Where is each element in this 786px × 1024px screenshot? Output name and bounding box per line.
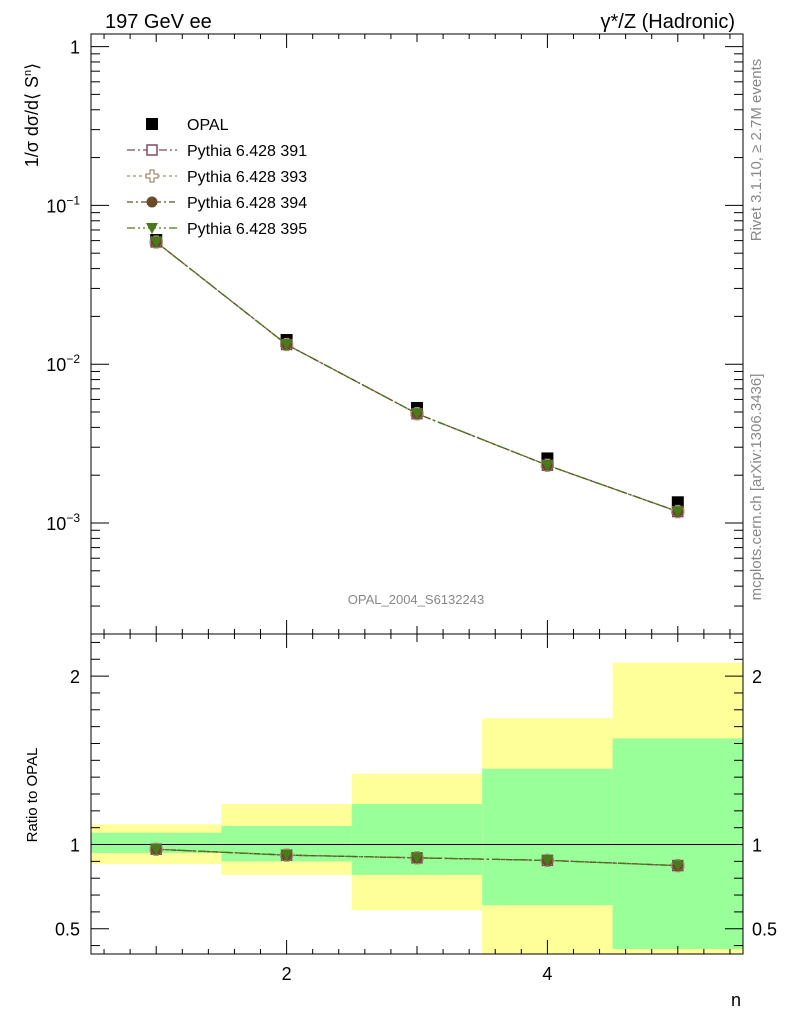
y-tick-label: 10−2 xyxy=(46,352,80,375)
legend-opal-marker xyxy=(146,118,158,130)
mc-series-line-2 xyxy=(155,241,679,513)
ratio-y-tick-label-right: 1 xyxy=(752,836,762,856)
ratio-y-tick-label-right: 2 xyxy=(752,667,762,687)
ratio-series-4-point xyxy=(411,852,423,864)
analysis-watermark: OPAL_2004_S6132243 xyxy=(348,592,484,607)
rivet-label: Rivet 3.1.10, ≥ 2.7M events xyxy=(748,59,765,242)
mc-series-line-3 xyxy=(155,241,679,513)
uncertainty-band-green-4 xyxy=(482,768,613,906)
ratio-plot-area: 2 4 0.5 0.5 1 1 2 2 xyxy=(55,633,777,984)
legend-opal-label: OPAL xyxy=(187,117,229,134)
x-tick-label: 4 xyxy=(542,964,552,984)
legend-label-3: Pythia 6.428 394 xyxy=(187,195,307,212)
mc-series-line-1 xyxy=(155,241,679,513)
ratio-y-tick-label: 1 xyxy=(70,836,80,856)
ratio-y-tick-label: 0.5 xyxy=(55,920,80,940)
ratio-y-tick-label: 2 xyxy=(70,667,80,687)
legend-marker-2 xyxy=(145,169,159,183)
top-right-title: γ*/Z (Hadronic) xyxy=(601,11,735,33)
main-y-axis-label: 1/σ dσ/d⟨ Sn⟩ xyxy=(22,63,42,167)
ratio-series-4-point xyxy=(541,855,554,867)
mc-series-4-point xyxy=(671,506,684,518)
mc-series-line-4 xyxy=(155,241,679,513)
legend: OPAL Pythia 6.428 391 Pythia 6.428 393 Pyth… xyxy=(127,117,307,238)
mc-series-4-point xyxy=(541,460,554,472)
opal-data-point xyxy=(671,496,684,509)
main-plot-area: 1 10−1 10−2 10−3 xyxy=(46,33,744,635)
ratio-series-4-point xyxy=(150,844,163,856)
y-tick-label: 10−3 xyxy=(46,511,80,534)
x-axis-label: n xyxy=(731,990,741,1010)
uncertainty-band-green-5 xyxy=(612,738,743,949)
legend-label-4: Pythia 6.428 395 xyxy=(187,221,307,238)
top-left-title: 197 GeV ee xyxy=(105,11,212,33)
mc-series-4-point xyxy=(411,408,423,420)
y-tick-label: 10−1 xyxy=(46,193,80,216)
y-tick-label: 1 xyxy=(70,38,80,58)
mc-series-4-point xyxy=(150,237,163,249)
legend-label-1: Pythia 6.428 391 xyxy=(187,143,307,160)
ratio-series-4-point xyxy=(671,860,684,872)
legend-label-2: Pythia 6.428 393 xyxy=(187,169,307,186)
ratio-y-axis-label: Ratio to OPAL xyxy=(24,748,41,843)
ratio-series-4-point xyxy=(280,850,293,862)
ratio-line-4 xyxy=(156,848,678,867)
mcplots-label: mcplots.cern.ch [arXiv:1306.3436] xyxy=(748,374,765,601)
legend-marker-4 xyxy=(146,223,158,234)
mc-series-4-point xyxy=(280,339,293,351)
x-tick-label: 2 xyxy=(282,964,292,984)
legend-marker-3 xyxy=(146,196,158,208)
ratio-y-tick-label-right: 0.5 xyxy=(752,920,777,940)
legend-marker-1 xyxy=(146,144,158,156)
